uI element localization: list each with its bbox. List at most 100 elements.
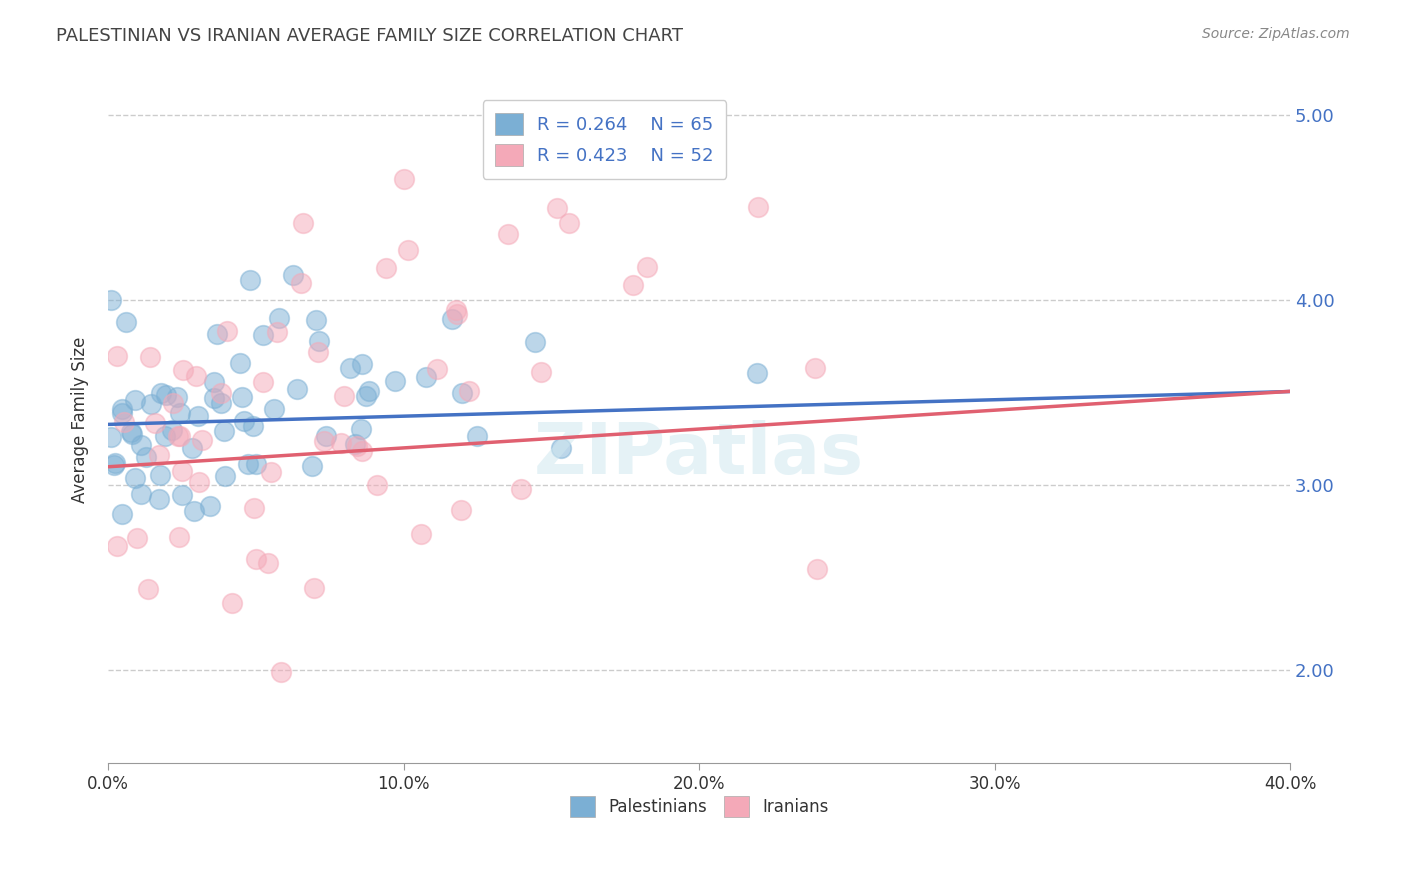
Point (105, 349, 128, 363)
Point (330, 436, 353, 450)
Point (426, 361, 449, 376)
Point (252, 375, 274, 389)
Point (149, 467, 172, 482)
Point (166, 390, 188, 404)
Point (191, 433, 214, 447)
Point (104, 456, 127, 470)
Point (441, 311, 464, 326)
Point (263, 401, 285, 416)
Point (148, 448, 170, 462)
Point (169, 429, 191, 443)
Point (181, 441, 204, 455)
Point (202, 375, 225, 389)
Point (162, 396, 184, 410)
Point (292, 215, 315, 229)
Point (105, 539, 128, 553)
Point (312, 434, 335, 449)
Point (450, 502, 472, 516)
Point (411, 527, 433, 541)
Y-axis label: Average Family Size: Average Family Size (72, 337, 89, 503)
Point (243, 501, 266, 516)
Point (315, 428, 337, 442)
Point (301, 458, 323, 473)
Point (232, 414, 254, 428)
Point (546, 201, 568, 215)
Point (344, 437, 367, 451)
Point (127, 531, 149, 545)
Point (114, 416, 136, 430)
Point (308, 334, 330, 348)
Point (446, 307, 468, 321)
Point (170, 464, 193, 478)
Point (747, 200, 769, 214)
Point (129, 438, 152, 452)
Point (236, 458, 259, 472)
Point (221, 596, 243, 610)
Point (239, 273, 262, 287)
Text: PALESTINIAN VS IRANIAN AVERAGE FAMILY SIZE CORRELATION CHART: PALESTINIAN VS IRANIAN AVERAGE FAMILY SI… (56, 27, 683, 45)
Point (350, 444, 373, 458)
Point (510, 483, 533, 497)
Point (270, 665, 292, 679)
Point (115, 315, 138, 329)
Point (384, 374, 406, 388)
Point (209, 396, 232, 410)
Point (346, 439, 368, 453)
Legend: Palestinians, Iranians: Palestinians, Iranians (564, 789, 835, 823)
Point (138, 350, 160, 364)
Point (153, 429, 176, 443)
Point (136, 582, 159, 597)
Point (621, 278, 644, 293)
Point (202, 391, 225, 405)
Point (252, 328, 274, 343)
Point (285, 382, 308, 396)
Point (100, 293, 122, 307)
Point (111, 406, 134, 420)
Point (215, 324, 238, 338)
Point (339, 361, 361, 376)
Point (124, 393, 146, 408)
Point (212, 424, 235, 438)
Point (283, 268, 305, 283)
Point (135, 450, 157, 464)
Point (129, 486, 152, 500)
Point (209, 386, 232, 401)
Point (392, 172, 415, 186)
Point (357, 384, 380, 398)
Point (124, 471, 146, 485)
Point (266, 325, 288, 339)
Point (143, 417, 166, 431)
Point (415, 370, 437, 384)
Point (804, 360, 827, 375)
Point (166, 429, 188, 443)
Point (806, 561, 828, 575)
Point (100, 430, 122, 444)
Point (558, 216, 581, 230)
Point (183, 503, 205, 517)
Point (366, 477, 388, 491)
Point (160, 423, 183, 437)
Point (120, 425, 142, 440)
Point (529, 365, 551, 379)
Point (149, 385, 172, 400)
Point (169, 406, 191, 420)
Point (458, 384, 481, 398)
Point (155, 388, 177, 402)
Point (170, 488, 193, 502)
Point (111, 401, 134, 416)
Point (148, 491, 170, 506)
Point (245, 552, 267, 566)
Point (139, 397, 162, 411)
Point (257, 556, 280, 570)
Point (231, 390, 253, 404)
Point (167, 530, 190, 544)
Point (523, 334, 546, 349)
Point (205, 326, 228, 341)
Point (307, 345, 329, 359)
Point (267, 310, 290, 325)
Point (745, 366, 768, 380)
Point (103, 458, 125, 472)
Point (172, 362, 194, 376)
Point (304, 582, 326, 596)
Text: ZIPatlas: ZIPatlas (534, 420, 865, 489)
